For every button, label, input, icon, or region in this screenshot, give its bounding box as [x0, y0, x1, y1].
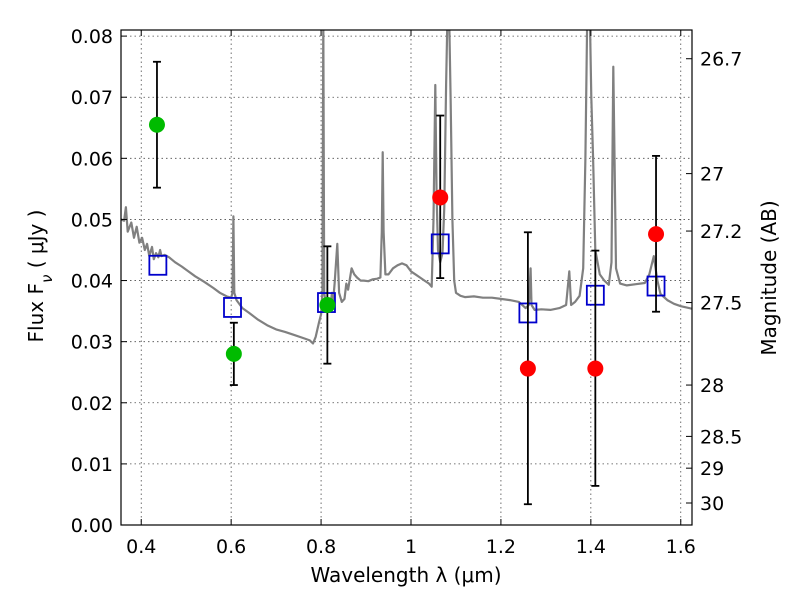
y-tick-labels: 0.00 0.01 0.02 0.03 0.04 0.05 0.06 0.07 0.08 [71, 26, 113, 537]
y-axis-title-subscript: ν [38, 275, 56, 283]
y2-tick-label: 30 [700, 493, 724, 515]
y-axis-title: Flux Fν ( μJy ) [24, 210, 56, 343]
x-tick-label: 1 [405, 536, 417, 558]
y2-tick-label: 29 [700, 458, 724, 480]
y2-tick-label: 27 [700, 164, 724, 186]
x-axis-title: Wavelength λ (μm) [310, 563, 501, 587]
y2-tick-label: 27.5 [700, 293, 742, 315]
plot-frame [120, 29, 693, 526]
y2-tick-label: 26.7 [700, 49, 742, 71]
y-tick-label: 0.00 [71, 515, 113, 537]
y-tick-label: 0.02 [71, 393, 113, 415]
observed-point [319, 297, 336, 313]
axis-ticks [121, 30, 692, 526]
y2-axis-title: Magnitude (AB) [757, 200, 781, 355]
observed-photometry-points [148, 116, 665, 377]
y-axis-title-unit: ( μJy ) [24, 210, 48, 275]
y-tick-label: 0.01 [71, 454, 113, 476]
y-tick-label: 0.08 [71, 26, 113, 48]
grid-lines [121, 30, 692, 526]
x-tick-label: 1.4 [576, 536, 606, 558]
y2-tick-label: 28.5 [700, 426, 742, 448]
y2-tick-label: 28 [700, 375, 724, 397]
y-tick-label: 0.04 [71, 271, 113, 293]
y-tick-label: 0.06 [71, 148, 113, 170]
x-tick-label: 0.6 [216, 536, 246, 558]
x-tick-label: 1.2 [486, 536, 516, 558]
model-point [223, 297, 242, 318]
y2-tick-label: 27.2 [700, 221, 742, 243]
x-tick-labels: 0.4 0.6 0.8 1 1.2 1.4 1.6 [126, 536, 696, 558]
y-axis-title-main: Flux F [24, 283, 48, 342]
observed-point [587, 360, 604, 377]
x-tick-label: 0.4 [126, 536, 156, 558]
x-tick-label: 0.8 [306, 536, 336, 558]
model-photometry-points [148, 233, 666, 324]
observed-point [148, 116, 165, 133]
observed-point [225, 345, 242, 362]
model-spectrum [121, 30, 692, 345]
y-tick-label: 0.03 [71, 332, 113, 354]
y2-tick-labels: 26.7 27 27.2 27.5 28 28.5 29 30 [700, 49, 742, 515]
y-tick-label: 0.07 [71, 87, 113, 109]
x-tick-label: 1.6 [666, 536, 696, 558]
observed-point [432, 189, 449, 206]
spectrum-line [121, 30, 692, 345]
model-point [148, 254, 168, 276]
y-tick-label: 0.05 [71, 209, 113, 231]
observed-point [519, 360, 536, 377]
observed-point [648, 226, 665, 243]
error-bars [152, 60, 661, 506]
